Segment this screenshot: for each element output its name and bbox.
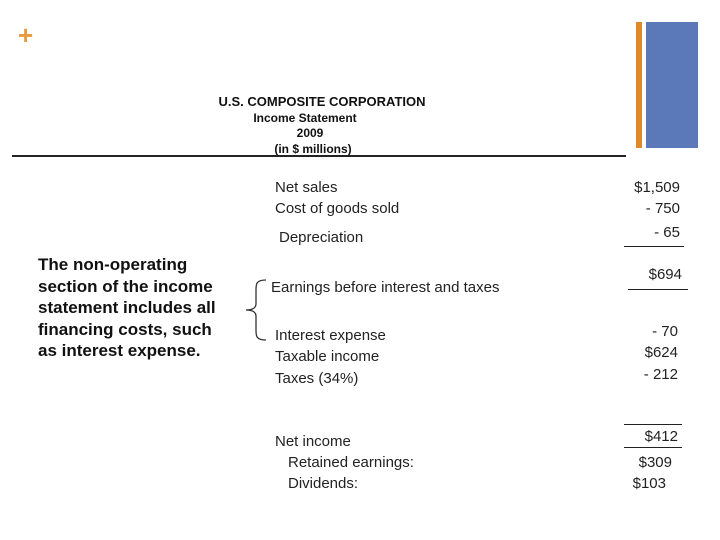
underline-depreciation bbox=[624, 246, 684, 247]
net-sales-value: $1,509 bbox=[634, 179, 680, 196]
plus-icon: + bbox=[18, 20, 34, 50]
retained-earnings-label: Retained earnings: bbox=[288, 454, 414, 471]
depreciation-label: Depreciation bbox=[279, 229, 364, 246]
accent-bar-blue bbox=[646, 22, 698, 148]
underline-net-income bbox=[624, 447, 682, 448]
retained-earnings-value: $309 bbox=[638, 454, 672, 471]
ebit-label: Earnings before interest and taxes bbox=[271, 279, 500, 296]
cogs-value: - 750 bbox=[645, 200, 680, 217]
interest-label: Interest expense bbox=[275, 327, 386, 344]
net-sales-label: Net sales bbox=[275, 179, 338, 196]
company-name: U.S. COMPOSITE CORPORATION bbox=[218, 94, 426, 109]
taxable-income-label: Taxable income bbox=[275, 348, 380, 365]
non-operating-note: The non-operating section of the income … bbox=[38, 255, 216, 360]
underline-taxes bbox=[624, 424, 682, 425]
statement-title: Income Statement bbox=[253, 111, 357, 125]
net-income-value: $412 bbox=[644, 428, 678, 445]
taxes-label: Taxes (34%) bbox=[275, 370, 359, 387]
brace-icon bbox=[245, 279, 267, 341]
taxable-income-value: $624 bbox=[644, 344, 678, 361]
statement-units: (in $ millions) bbox=[274, 142, 352, 156]
net-income-label: Net income bbox=[275, 433, 351, 450]
ebit-value: $694 bbox=[648, 266, 682, 283]
statement-year: 2009 bbox=[296, 126, 324, 140]
header-rule bbox=[12, 155, 626, 157]
depreciation-value: - 65 bbox=[654, 224, 680, 241]
accent-bar-orange bbox=[636, 22, 642, 148]
dividends-value: $103 bbox=[632, 475, 666, 492]
cogs-label: Cost of goods sold bbox=[275, 200, 400, 217]
taxes-value: - 212 bbox=[643, 366, 678, 383]
underline-ebit bbox=[628, 289, 688, 290]
dividends-label: Dividends: bbox=[288, 475, 359, 492]
interest-value: - 70 bbox=[652, 323, 678, 340]
